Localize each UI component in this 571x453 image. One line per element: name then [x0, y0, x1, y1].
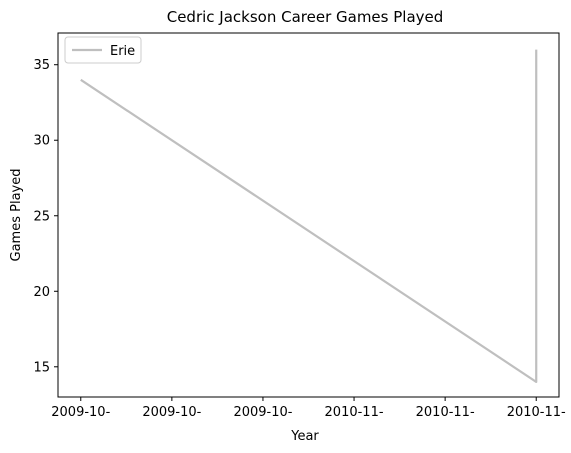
legend: Erie	[64, 36, 142, 64]
x-tick-label: 2010-11-	[507, 405, 566, 420]
y-tick-label: 30	[33, 134, 50, 149]
x-axis-ticks: 2009-10- 2009-10- 2009-10- 2010-11- 2010-11-…	[51, 397, 566, 420]
series-layer	[80, 49, 538, 383]
y-tick-label: 20	[33, 285, 50, 300]
x-tick-label: 2010-11-	[416, 405, 475, 420]
chart-title: Cedric Jackson Career Games Played	[167, 8, 444, 26]
y-tick-label: 35	[33, 58, 50, 73]
x-axis-label: Year	[290, 429, 319, 444]
y-tick-label: 15	[33, 360, 50, 375]
legend-label-erie: Erie	[110, 44, 135, 59]
y-axis-label: Games Played	[9, 169, 24, 262]
x-tick-label: 2009-10-	[51, 405, 110, 420]
x-tick-label: 2010-11-	[325, 405, 384, 420]
x-tick-label: 2009-10-	[142, 405, 201, 420]
y-tick-label: 25	[33, 209, 50, 224]
series-line-erie	[80, 49, 538, 383]
plot-area-frame	[57, 32, 560, 398]
x-tick-label: 2009-10-	[233, 405, 292, 420]
y-axis-ticks: 15 20 25 30 35	[33, 58, 58, 375]
legend-box	[64, 36, 142, 64]
